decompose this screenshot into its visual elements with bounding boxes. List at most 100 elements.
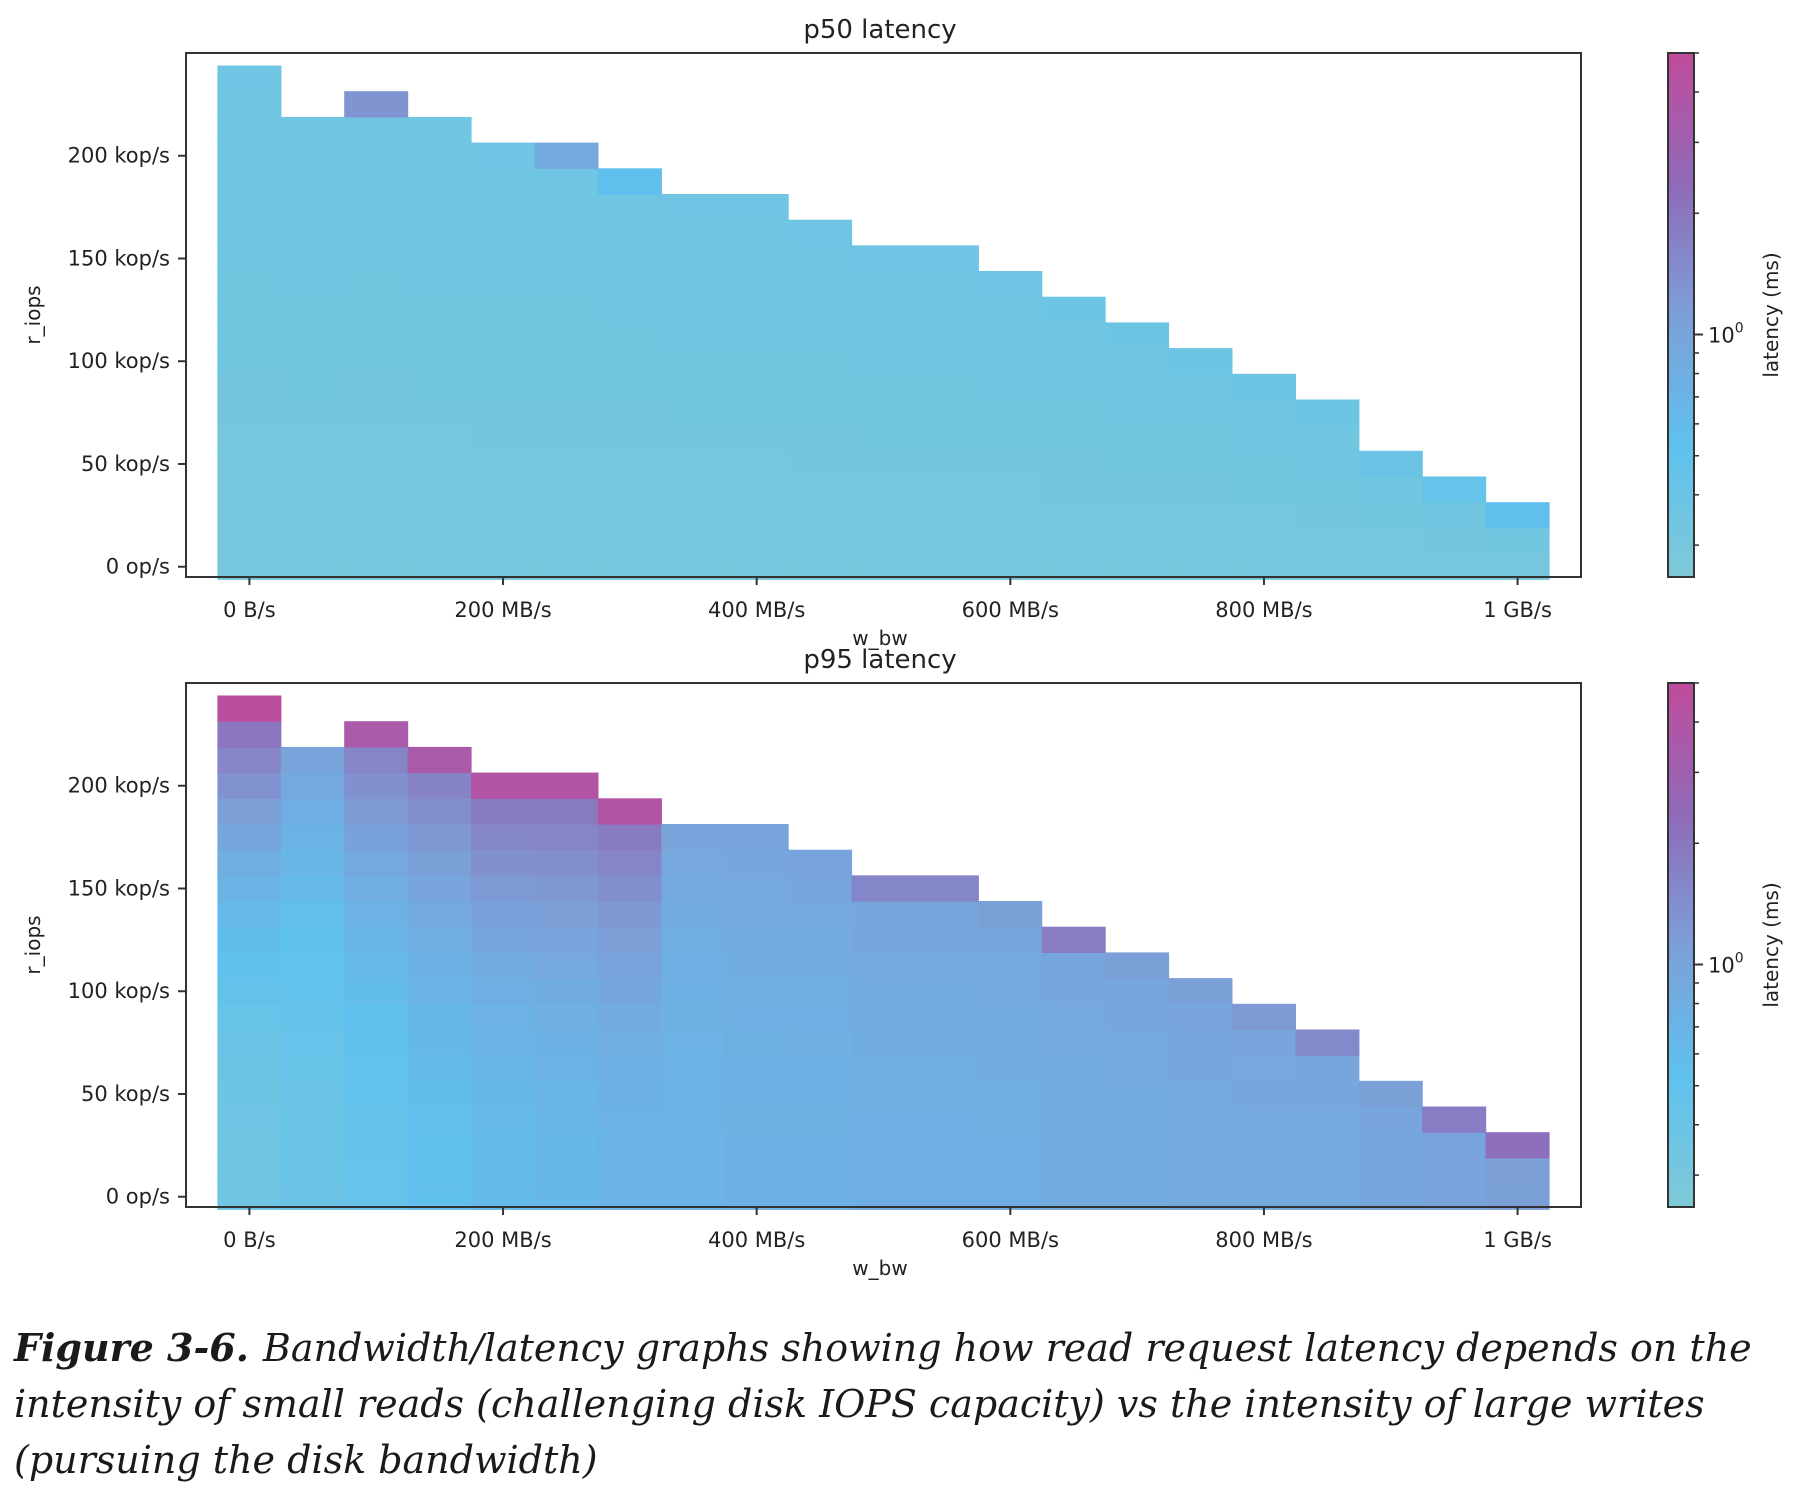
heatmap-cell: [1358, 1106, 1423, 1133]
y-tick-label: 0 op/s: [106, 1185, 170, 1209]
heatmap-cell: [407, 399, 472, 426]
heatmap-cell: [851, 527, 916, 555]
heatmap-cell: [1422, 527, 1487, 555]
heatmap-cell: [661, 476, 726, 503]
x-tick-label: 600 MB/s: [962, 1228, 1059, 1252]
heatmap-cell: [724, 1157, 789, 1185]
heatmap-cell: [470, 978, 535, 1005]
heatmap-cell: [1105, 1157, 1170, 1185]
heatmap-cell: [470, 952, 535, 979]
heatmap-cell: [344, 823, 409, 851]
heatmap-cell: [724, 1080, 789, 1108]
heatmap-cell: [407, 772, 472, 799]
heatmap-cell: [1295, 553, 1360, 580]
heatmap-cells: [217, 65, 1550, 580]
heatmap-cell: [1232, 527, 1297, 555]
heatmap-cell: [1168, 1157, 1233, 1185]
heatmap-cell: [217, 1132, 282, 1159]
heatmap-cell: [1168, 1029, 1233, 1056]
heatmap-cell: [534, 875, 599, 902]
heatmap-cell: [914, 1183, 979, 1210]
heatmap-cell: [1422, 553, 1487, 580]
heatmap-cell: [851, 978, 916, 1005]
figure: p50 latency r_iops w_bw latency (ms) 0 B…: [21, 15, 1783, 1280]
heatmap-cell: [344, 348, 409, 375]
heatmap-cell: [788, 450, 853, 478]
heatmap-cell: [597, 849, 662, 877]
heatmap-cell: [597, 1132, 662, 1159]
heatmap-cell: [597, 1183, 662, 1210]
figure-caption: Figure 3-6. Bandwidth/latency graphs show…: [14, 1320, 1790, 1488]
heatmap-cell: [407, 348, 472, 375]
heatmap-cell: [661, 399, 726, 426]
heatmap-cell: [407, 245, 472, 272]
p95-latency-chart: p95 latency r_iops w_bw latency (ms) 0 B…: [21, 645, 1783, 1280]
heatmap-cell: [344, 373, 409, 401]
heatmap-cell: [788, 1157, 853, 1185]
heatmap-cell: [1295, 1055, 1360, 1082]
heatmap-cell: [407, 1029, 472, 1056]
heatmap-cell: [978, 399, 1043, 426]
heatmap-cell: [661, 1003, 726, 1031]
heatmap-cell: [407, 1003, 472, 1031]
heatmap-cell: [1295, 1029, 1360, 1056]
heatmap-cell: [534, 1080, 599, 1108]
heatmap-cell: [217, 1157, 282, 1185]
heatmap-cell: [1485, 1132, 1550, 1159]
heatmap-cell: [724, 978, 789, 1005]
heatmap-cell: [407, 952, 472, 979]
heatmap-cell: [724, 348, 789, 375]
heatmap-cell: [470, 142, 535, 169]
heatmap-cell: [470, 1106, 535, 1133]
heatmap-cell: [724, 194, 789, 221]
x-tick-label: 1 GB/s: [1483, 598, 1552, 622]
heatmap-cell: [661, 425, 726, 452]
heatmap-cell: [788, 553, 853, 580]
heatmap-cell: [978, 270, 1043, 298]
heatmap-cell: [914, 978, 979, 1005]
heatmap-cell: [534, 348, 599, 375]
heatmap-cell: [1105, 322, 1170, 349]
heatmap-cell: [851, 1132, 916, 1159]
heatmap-cell: [1105, 553, 1170, 580]
heatmap-cell: [1358, 450, 1423, 478]
heatmap-cell: [788, 1106, 853, 1133]
heatmap-cell: [217, 952, 282, 979]
y-tick-label: 200 kop/s: [68, 144, 170, 168]
heatmap-cell: [407, 798, 472, 825]
heatmap-cell: [217, 373, 282, 401]
heatmap-cell: [280, 116, 345, 144]
heatmap-cell: [534, 1003, 599, 1031]
heatmap-cell: [597, 1157, 662, 1185]
heatmap-cell: [788, 502, 853, 529]
heatmap-cell: [788, 348, 853, 375]
heatmap-cell: [1041, 1132, 1106, 1159]
heatmap-cell: [978, 1157, 1043, 1185]
heatmap-cell: [217, 1183, 282, 1210]
heatmap-cell: [661, 219, 726, 247]
heatmap-cell: [597, 245, 662, 272]
x-tick-label: 400 MB/s: [708, 1228, 805, 1252]
heatmap-cell: [470, 476, 535, 503]
x-axis-label: w_bw: [852, 1256, 907, 1280]
heatmap-cell: [1232, 1106, 1297, 1133]
heatmap-cell: [1041, 553, 1106, 580]
colorbar: [1667, 682, 1695, 1208]
heatmap-cell: [914, 952, 979, 979]
heatmap-cell: [534, 553, 599, 580]
heatmap-cell: [1105, 373, 1170, 401]
heatmap-cell: [661, 296, 726, 324]
heatmap-cell: [407, 296, 472, 324]
chart-title: p50 latency: [803, 15, 956, 45]
heatmap-cell: [851, 553, 916, 580]
heatmap-cell: [344, 116, 409, 144]
heatmap-cell: [724, 1003, 789, 1031]
heatmap-cell: [344, 721, 409, 748]
heatmap-cell: [788, 952, 853, 979]
heatmap-cell: [344, 219, 409, 247]
heatmap-cell: [1168, 1055, 1233, 1082]
heatmap-cell: [978, 296, 1043, 324]
heatmap-cell: [280, 798, 345, 825]
heatmap-cell: [470, 849, 535, 877]
heatmap-cell: [344, 1183, 409, 1210]
